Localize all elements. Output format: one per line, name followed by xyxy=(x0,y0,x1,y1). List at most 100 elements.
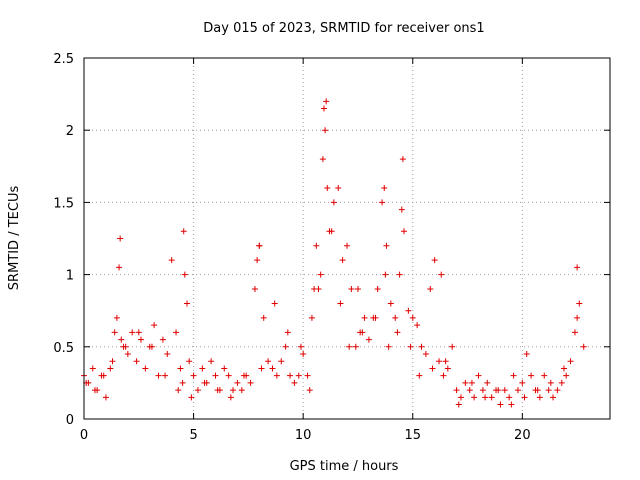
data-point xyxy=(427,286,434,293)
data-point xyxy=(238,387,245,394)
data-points xyxy=(81,98,587,408)
data-point xyxy=(344,242,350,249)
data-point xyxy=(335,184,342,191)
data-point xyxy=(109,358,116,365)
data-point xyxy=(418,343,425,350)
data-point xyxy=(506,394,513,401)
data-point xyxy=(328,228,335,235)
data-point xyxy=(180,228,187,235)
data-point xyxy=(295,372,302,379)
data-point xyxy=(190,372,197,379)
data-point xyxy=(399,156,406,163)
data-point xyxy=(135,329,142,336)
data-point xyxy=(387,300,394,307)
data-point xyxy=(317,271,324,278)
data-point xyxy=(457,394,464,401)
data-point xyxy=(416,372,423,379)
data-point xyxy=(273,372,280,379)
grid-layer xyxy=(83,57,610,420)
x-tick-label: 0 xyxy=(80,428,88,443)
data-point xyxy=(330,199,337,206)
data-point xyxy=(284,329,291,336)
data-point xyxy=(184,300,191,307)
data-point xyxy=(201,379,208,386)
data-point xyxy=(151,322,158,329)
data-point xyxy=(372,314,379,321)
axis-ticks xyxy=(83,57,610,420)
plot-frame xyxy=(83,57,611,420)
y-tick-label: 1 xyxy=(66,269,74,284)
data-point xyxy=(354,286,361,293)
data-point xyxy=(124,351,131,358)
data-point xyxy=(91,387,98,394)
data-point xyxy=(188,394,195,401)
x-tick-label: 20 xyxy=(514,428,531,443)
data-point xyxy=(400,228,407,235)
data-point xyxy=(495,387,502,394)
data-point xyxy=(484,379,491,386)
data-point xyxy=(265,358,272,365)
data-point xyxy=(337,300,344,307)
data-point xyxy=(199,365,206,372)
data-point xyxy=(580,343,587,350)
data-point xyxy=(462,379,469,386)
y-tick-label: 2 xyxy=(66,124,74,139)
data-point xyxy=(365,336,372,343)
data-point xyxy=(346,343,353,350)
data-point xyxy=(319,156,326,163)
data-point xyxy=(278,358,285,365)
y-tick-label: 2.5 xyxy=(53,52,74,67)
data-point xyxy=(534,387,541,394)
data-point xyxy=(322,127,329,134)
data-point xyxy=(251,286,258,293)
data-point xyxy=(254,257,261,264)
data-point xyxy=(571,329,578,336)
data-point xyxy=(313,242,320,249)
data-point xyxy=(475,372,482,379)
data-point xyxy=(234,379,241,386)
data-point xyxy=(122,343,129,350)
y-tick-label: 1.5 xyxy=(53,196,74,211)
y-tick-label: 0 xyxy=(66,413,74,428)
data-point xyxy=(269,365,276,372)
data-point xyxy=(181,271,188,278)
data-point xyxy=(291,379,298,386)
data-point xyxy=(574,314,581,321)
x-tick-label: 10 xyxy=(295,428,312,443)
data-point xyxy=(133,358,140,365)
data-point xyxy=(381,184,388,191)
data-point xyxy=(260,314,267,321)
data-point xyxy=(405,307,412,314)
data-point xyxy=(361,314,368,321)
data-point xyxy=(300,351,307,358)
data-point xyxy=(523,351,530,358)
data-point xyxy=(574,264,581,271)
x-tick-label: 5 xyxy=(189,428,197,443)
data-point xyxy=(409,314,416,321)
data-point xyxy=(444,365,451,372)
data-point xyxy=(392,314,399,321)
data-point xyxy=(429,365,436,372)
x-tick-label: 15 xyxy=(404,428,421,443)
data-point xyxy=(256,242,263,249)
data-point xyxy=(488,394,495,401)
data-point xyxy=(382,271,389,278)
data-point xyxy=(466,387,473,394)
data-point xyxy=(186,358,193,365)
data-point xyxy=(194,387,201,394)
data-point xyxy=(89,365,96,372)
data-point xyxy=(442,358,449,365)
data-point xyxy=(142,365,149,372)
data-point xyxy=(214,387,221,394)
data-point xyxy=(449,343,456,350)
data-point xyxy=(348,286,355,293)
chart-title: Day 015 of 2023, SRMTID for receiver ons… xyxy=(203,21,484,36)
data-point xyxy=(576,300,583,307)
data-point xyxy=(221,365,228,372)
data-point xyxy=(117,235,124,242)
data-point xyxy=(440,372,447,379)
data-point xyxy=(541,372,548,379)
data-point xyxy=(323,98,330,105)
data-point xyxy=(431,257,438,264)
data-point xyxy=(227,394,234,401)
